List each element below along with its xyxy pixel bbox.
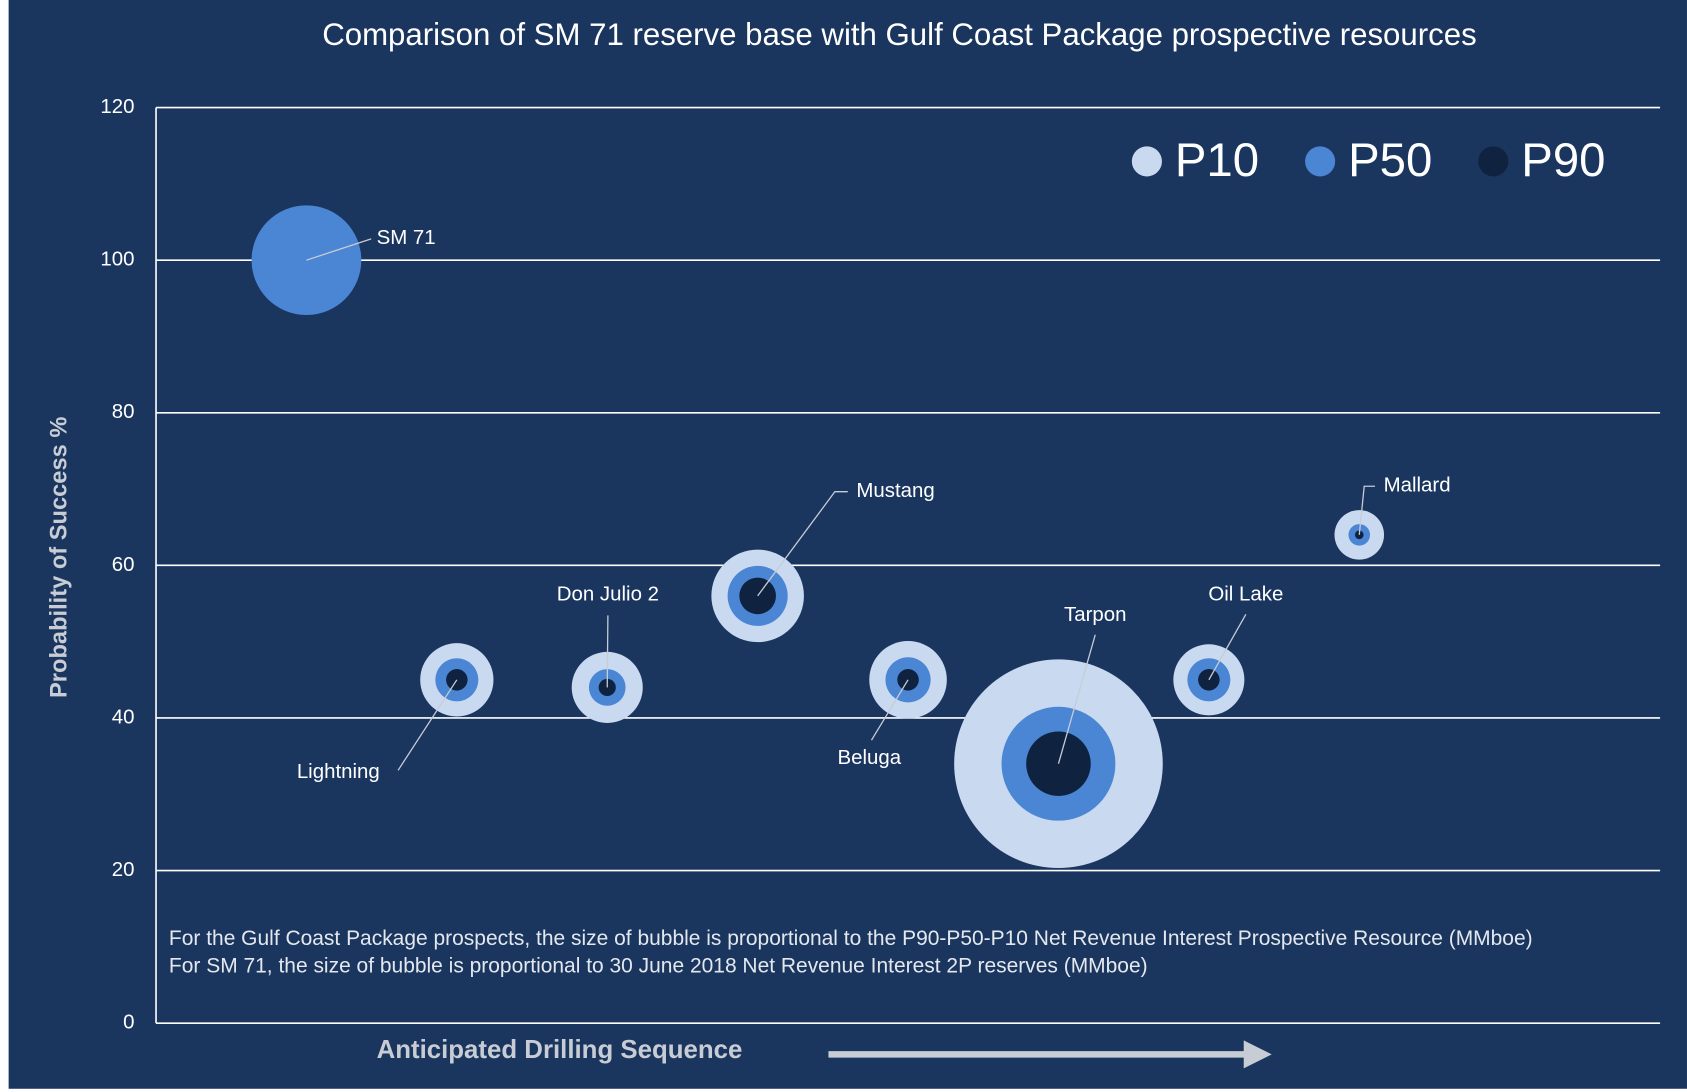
note: For SM 71, the size of bubble is proport… [169,955,1148,978]
data-label: Mallard [1384,474,1451,497]
y-tick-label: 40 [112,705,135,728]
legend-marker [1131,146,1162,177]
y-tick-label: 0 [123,1011,134,1034]
legend-label: P90 [1521,134,1605,187]
x-axis-label: Anticipated Drilling Sequence [377,1036,743,1064]
leader-line [397,679,458,771]
y-tick-label: 100 [100,248,134,271]
data-label: Tarpon [1064,603,1126,626]
leader-line [870,679,909,741]
leader-line [757,491,848,597]
leader-line [1208,613,1247,681]
bubble [251,205,362,316]
legend-marker [1478,146,1509,177]
leader-line [306,238,372,261]
data-label: Don Julio 2 [557,582,659,605]
data-label: SM 71 [377,226,436,249]
bubble [897,669,919,691]
data-label: Oil Lake [1208,582,1283,605]
leader-line [1057,634,1096,764]
bubble [446,669,468,691]
y-tick-label: 20 [112,858,135,881]
data-label: Mustang [856,479,934,502]
leader-line [1358,485,1375,535]
leader-line [606,615,609,688]
chart-title: Comparison of SM 71 reserve base with Gu… [322,17,1476,52]
legend-marker [1305,146,1336,177]
bubble [739,577,776,615]
data-label: Lightning [297,760,380,783]
y-tick-label: 60 [112,553,135,576]
note: For the Gulf Coast Package prospects, th… [169,927,1533,950]
y-tick-label: 120 [100,95,134,118]
background [8,0,1687,1089]
bubble [1354,530,1364,540]
legend-label: P10 [1175,134,1259,187]
arrow-head [1243,1040,1272,1069]
data-label: Beluga [838,746,902,769]
y-tick-label: 80 [112,400,135,423]
legend-label: P50 [1348,134,1432,187]
y-axis-label: Probability of Success % [47,417,73,698]
